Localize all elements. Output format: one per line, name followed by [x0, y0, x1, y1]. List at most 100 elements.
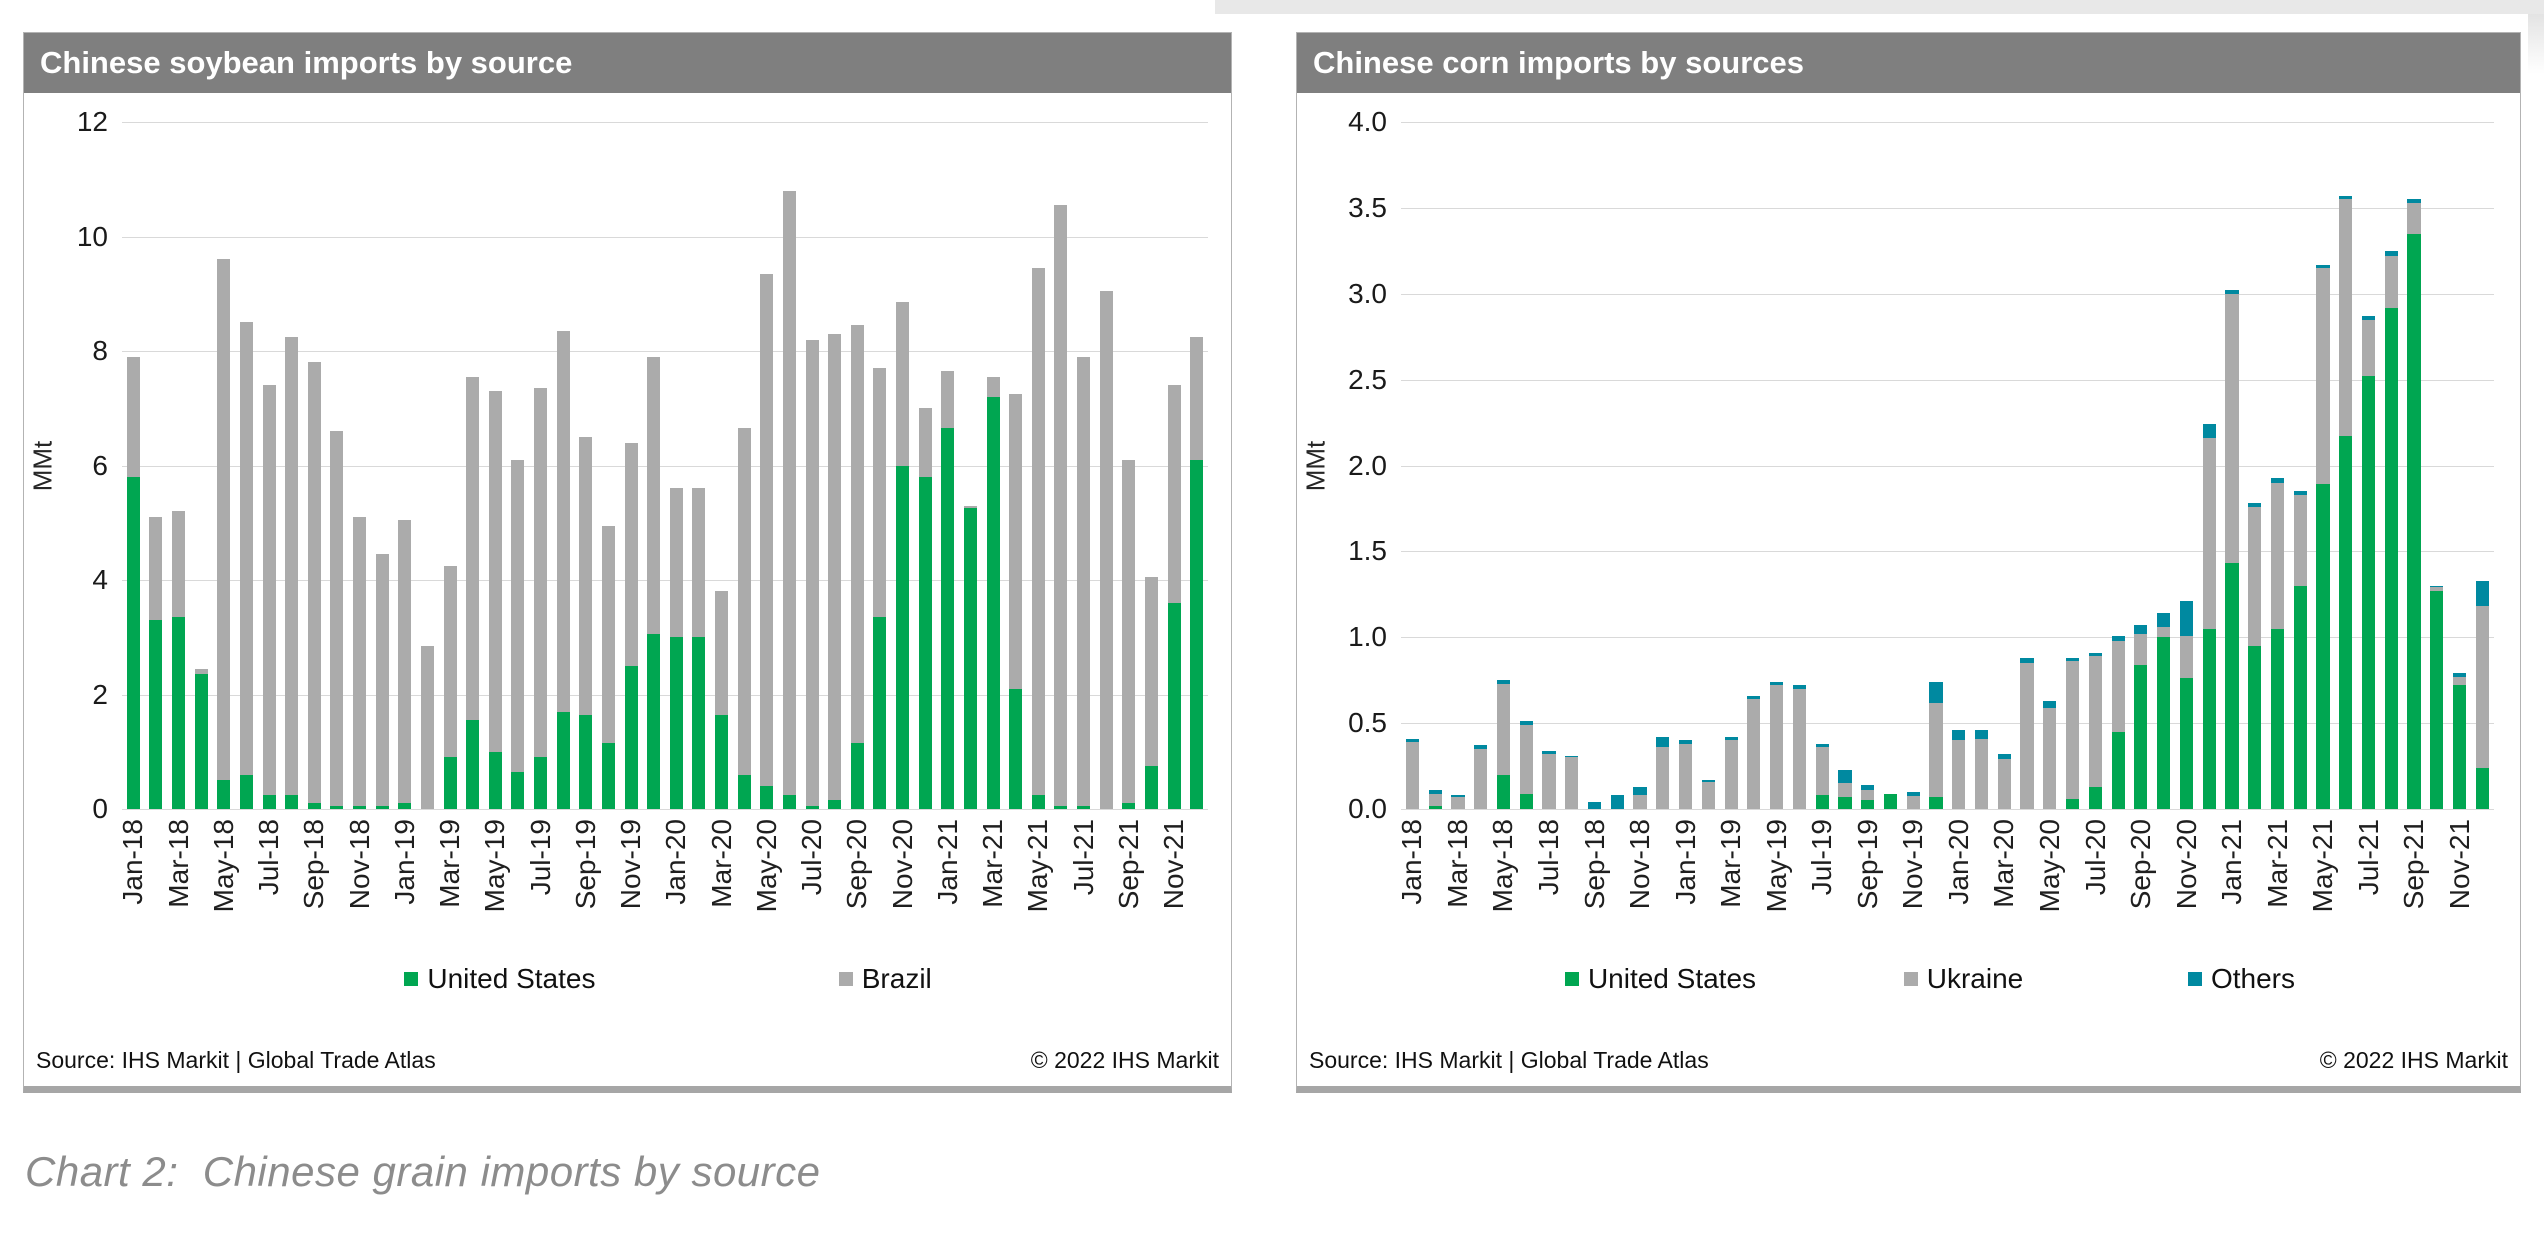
bar-Jun-18 — [235, 122, 258, 809]
bar-Jan-21 — [937, 122, 960, 809]
bar-segment-brazil — [647, 356, 661, 635]
bar-segment-ukraine — [2111, 640, 2125, 732]
x-tick-label-Sep-18: Sep-18 — [298, 819, 330, 910]
x-tick-label-May-18: May-18 — [207, 819, 239, 913]
bar-segment-ukraine — [1542, 754, 1556, 809]
y-tick-label: 3.5 — [1348, 191, 1387, 223]
bar-segment-united-states — [1861, 800, 1875, 809]
soybean-chart-title: Chinese soybean imports by source — [40, 45, 573, 80]
x-tick-label-Mar-18: Mar-18 — [162, 819, 194, 908]
x-tick-label-May-19: May-19 — [479, 819, 511, 913]
bar-segment-brazil — [941, 371, 955, 429]
bar-segment-united-states — [941, 428, 955, 809]
bar-segment-ukraine — [1997, 759, 2011, 809]
bar-segment-others — [2453, 673, 2467, 677]
x-tick-label-Nov-21: Nov-21 — [1158, 819, 1190, 910]
bar-segment-united-states — [624, 665, 638, 809]
soybean-x-axis: Jan-18 Mar-18 May-18 Jul-18 Sep-18 Nov-18 Jan-… — [117, 809, 1208, 929]
bar-segment-ukraine — [2475, 606, 2489, 768]
bar-segment-others — [1542, 750, 1556, 755]
figure-caption: Chart 2: Chinese grain imports by source — [25, 1148, 821, 1195]
bar-segment-ukraine — [1974, 738, 1989, 809]
bar-Jun-20 — [2061, 122, 2084, 809]
bar-segment-united-states — [850, 743, 864, 809]
bar-Oct-20 — [869, 122, 892, 809]
bar-segment-united-states — [1815, 795, 1829, 809]
bar-segment-united-states — [285, 794, 299, 809]
x-tick-label-Jan-19: Jan-19 — [1669, 819, 1701, 905]
bar-segment-ukraine — [2430, 587, 2444, 591]
bar-May-18 — [1492, 122, 1515, 809]
bar-segment-ukraine — [2157, 626, 2171, 638]
gridline — [1401, 207, 2494, 209]
bar-Dec-18 — [371, 122, 394, 809]
x-tick-label-May-19: May-19 — [1760, 819, 1792, 913]
bar-segment-ukraine — [1656, 747, 1670, 809]
bar-Jun-21 — [1050, 122, 1073, 809]
x-tick-label-Jan-21: Jan-21 — [2216, 819, 2248, 905]
bar-segment-others — [1678, 740, 1693, 744]
x-tick-label-Mar-20: Mar-20 — [1988, 819, 2020, 908]
y-tick-label: 2 — [92, 678, 108, 710]
bar-segment-united-states — [443, 757, 457, 809]
bar-segment-others — [2111, 635, 2125, 641]
bar-segment-ukraine — [2043, 707, 2057, 809]
bar-segment-others — [1861, 784, 1875, 791]
bar-Mar-20 — [1993, 122, 2016, 809]
bar-segment-brazil — [828, 333, 842, 801]
bar-Apr-20 — [733, 122, 756, 809]
bar-segment-united-states — [2157, 637, 2171, 809]
bar-segment-ukraine — [2270, 482, 2285, 629]
bar-Jul-19 — [529, 122, 552, 809]
bar-segment-others — [2248, 503, 2262, 507]
x-tick-label-Sep-19: Sep-19 — [1851, 819, 1883, 910]
bar-segment-united-states — [805, 806, 819, 809]
bar-Jan-19 — [1674, 122, 1697, 809]
bar-segment-others — [1428, 790, 1442, 794]
bar-segment-others — [1633, 786, 1647, 796]
soybean-plot-area — [122, 122, 1208, 810]
x-tick-label-Jan-21: Jan-21 — [931, 819, 963, 905]
bar-segment-ukraine — [1405, 742, 1419, 809]
x-tick-label-Jul-21: Jul-21 — [2352, 819, 2384, 896]
y-tick-label: 8 — [92, 335, 108, 367]
bar-Jan-20 — [665, 122, 688, 809]
bar-Nov-20 — [891, 122, 914, 809]
bar-segment-brazil — [1190, 336, 1204, 460]
bar-segment-united-states — [2225, 563, 2239, 809]
bar-segment-united-states — [692, 637, 706, 809]
x-tick-label-Jan-20: Jan-20 — [1942, 819, 1974, 905]
bar-May-19 — [1765, 122, 1788, 809]
bar-segment-brazil — [534, 388, 548, 758]
gridline — [122, 580, 1208, 582]
page-top-shadow — [1215, 0, 2544, 14]
corn-legend: United States Ukraine Others — [1401, 959, 2494, 999]
bar-Apr-18 — [1469, 122, 1492, 809]
bar-Nov-19 — [620, 122, 643, 809]
bar-segment-united-states — [2475, 767, 2489, 809]
x-tick-label-Jul-19: Jul-19 — [524, 819, 556, 896]
bar-segment-ukraine — [1906, 796, 1920, 809]
legend-label: Others — [2210, 963, 2295, 994]
bar-segment-united-states — [1929, 796, 1943, 809]
bar-segment-ukraine — [1678, 743, 1693, 809]
legend-swatch-icon — [838, 972, 853, 986]
x-tick-label-May-20: May-20 — [750, 819, 782, 913]
bar-segment-others — [2043, 700, 2057, 708]
bar-Oct-20 — [2152, 122, 2175, 809]
bar-segment-united-states — [2453, 685, 2467, 809]
bar-Mar-19 — [439, 122, 462, 809]
bar-segment-ukraine — [1770, 685, 1784, 809]
bar-segment-united-states — [2179, 678, 2194, 809]
gridline — [1401, 723, 2494, 725]
gridline — [122, 809, 1208, 810]
x-tick-label-Jul-18: Jul-18 — [1533, 819, 1564, 896]
bar-segment-ukraine — [1451, 796, 1465, 809]
bar-Jun-21 — [2334, 122, 2357, 809]
bar-segment-united-states — [873, 617, 887, 809]
bar-segment-others — [1519, 721, 1533, 725]
corn-footer: Source: IHS Markit | Global Trade Atlas … — [1309, 1047, 2508, 1074]
bar-segment-others — [2065, 657, 2080, 662]
bar-segment-others — [2157, 613, 2171, 627]
